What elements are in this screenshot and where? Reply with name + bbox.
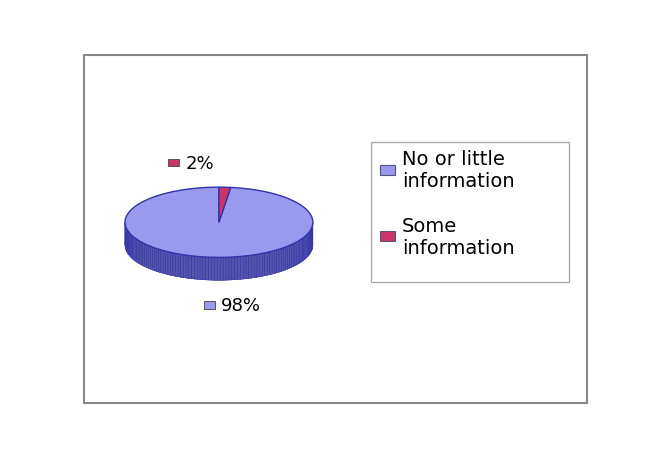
- Polygon shape: [192, 256, 195, 279]
- Polygon shape: [209, 258, 212, 280]
- Polygon shape: [206, 258, 209, 280]
- Polygon shape: [226, 258, 229, 280]
- Text: Some
information: Some information: [402, 216, 515, 257]
- Text: No or little
information: No or little information: [402, 150, 515, 191]
- Polygon shape: [298, 241, 300, 264]
- Polygon shape: [249, 256, 252, 279]
- Bar: [168, 159, 179, 167]
- Polygon shape: [186, 256, 189, 279]
- Polygon shape: [303, 238, 304, 262]
- Polygon shape: [137, 240, 138, 263]
- Polygon shape: [155, 248, 157, 272]
- Polygon shape: [293, 243, 295, 267]
- Polygon shape: [307, 234, 308, 258]
- Polygon shape: [152, 248, 155, 271]
- Polygon shape: [203, 257, 206, 280]
- Polygon shape: [291, 244, 293, 268]
- Polygon shape: [297, 242, 298, 265]
- Polygon shape: [229, 258, 232, 280]
- Polygon shape: [257, 254, 259, 278]
- Polygon shape: [148, 246, 150, 269]
- Polygon shape: [279, 249, 281, 273]
- Polygon shape: [166, 252, 168, 275]
- Polygon shape: [265, 253, 267, 276]
- Polygon shape: [286, 247, 288, 270]
- Polygon shape: [189, 256, 192, 279]
- Polygon shape: [246, 256, 249, 279]
- Polygon shape: [141, 243, 143, 266]
- Polygon shape: [267, 252, 270, 276]
- Text: 2%: 2%: [185, 154, 214, 172]
- Polygon shape: [173, 253, 176, 277]
- Polygon shape: [274, 250, 277, 274]
- Polygon shape: [288, 246, 290, 269]
- Polygon shape: [284, 248, 286, 271]
- Polygon shape: [146, 245, 148, 268]
- Polygon shape: [140, 242, 141, 265]
- Polygon shape: [270, 252, 272, 275]
- Polygon shape: [127, 231, 128, 254]
- Polygon shape: [134, 238, 136, 262]
- Polygon shape: [133, 237, 134, 260]
- Polygon shape: [295, 243, 297, 266]
- Polygon shape: [159, 250, 161, 273]
- Polygon shape: [197, 257, 200, 280]
- Polygon shape: [214, 258, 217, 281]
- Polygon shape: [136, 239, 137, 263]
- Polygon shape: [181, 255, 183, 278]
- Bar: [381, 165, 394, 175]
- Polygon shape: [277, 250, 279, 273]
- Polygon shape: [281, 248, 284, 272]
- Polygon shape: [254, 255, 257, 278]
- Polygon shape: [212, 258, 214, 281]
- Polygon shape: [217, 258, 220, 281]
- Polygon shape: [305, 236, 306, 259]
- Polygon shape: [300, 240, 301, 263]
- Polygon shape: [130, 235, 132, 258]
- Polygon shape: [262, 253, 265, 277]
- Polygon shape: [252, 255, 254, 278]
- Polygon shape: [195, 257, 197, 280]
- Polygon shape: [223, 258, 226, 281]
- Polygon shape: [232, 257, 234, 280]
- Polygon shape: [306, 235, 307, 258]
- Bar: [204, 301, 215, 309]
- FancyBboxPatch shape: [371, 142, 569, 282]
- Polygon shape: [161, 250, 163, 274]
- Polygon shape: [259, 254, 262, 277]
- Polygon shape: [150, 247, 152, 270]
- Polygon shape: [163, 251, 166, 274]
- Polygon shape: [234, 257, 238, 280]
- Polygon shape: [138, 241, 140, 264]
- Polygon shape: [240, 257, 243, 280]
- Polygon shape: [272, 251, 274, 274]
- Polygon shape: [290, 245, 291, 268]
- Polygon shape: [309, 232, 310, 255]
- Polygon shape: [170, 253, 173, 276]
- Polygon shape: [219, 188, 231, 223]
- Polygon shape: [178, 254, 181, 278]
- Polygon shape: [220, 258, 223, 281]
- Polygon shape: [304, 237, 305, 261]
- Polygon shape: [128, 232, 129, 255]
- Polygon shape: [125, 188, 313, 258]
- Polygon shape: [145, 244, 146, 268]
- Bar: [381, 232, 394, 242]
- Polygon shape: [200, 257, 203, 280]
- Polygon shape: [176, 254, 178, 277]
- Text: 98%: 98%: [221, 296, 261, 314]
- Polygon shape: [301, 239, 303, 263]
- Polygon shape: [132, 236, 133, 259]
- Polygon shape: [129, 233, 130, 257]
- Polygon shape: [308, 233, 309, 257]
- Polygon shape: [168, 252, 170, 276]
- Polygon shape: [143, 243, 145, 267]
- Polygon shape: [243, 256, 246, 279]
- Polygon shape: [125, 223, 313, 281]
- Polygon shape: [183, 255, 186, 278]
- Polygon shape: [157, 249, 159, 273]
- Polygon shape: [238, 257, 240, 280]
